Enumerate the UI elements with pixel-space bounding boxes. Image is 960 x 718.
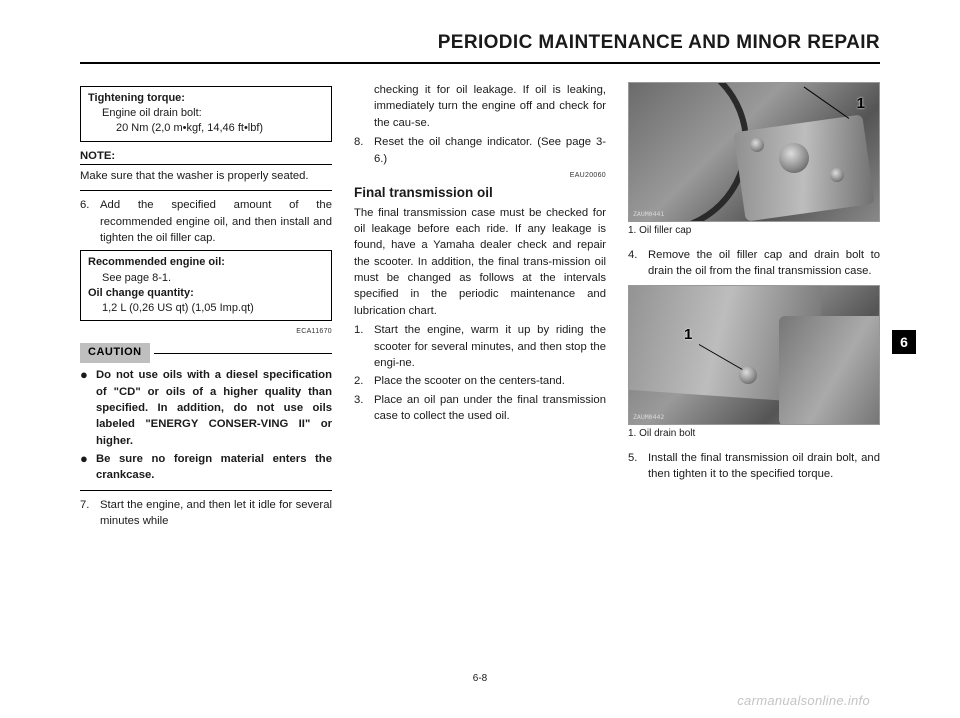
callout-1: 1: [857, 93, 865, 115]
ft-step-5: 5. Install the final transmission oil dr…: [628, 450, 880, 483]
step-6-num: 6.: [80, 197, 94, 246]
ft-step-1-text: Start the engine, warm it up by riding t…: [374, 322, 606, 371]
torque-value: 20 Nm (2,0 m•kgf, 14,46 ft•lbf): [88, 121, 324, 136]
section-tab: 6: [892, 330, 916, 354]
step7-cont: checking it for oil leakage. If oil is l…: [354, 82, 606, 131]
oil-label-1: Recommended engine oil:: [88, 255, 324, 270]
torque-label: Tightening torque:: [88, 91, 324, 106]
section-code: EAU20060: [354, 171, 606, 181]
page-number: 6-8: [0, 673, 960, 684]
bullet-1-text: Do not use oils with a diesel specificat…: [96, 367, 332, 449]
callout-line: [804, 87, 850, 119]
bullet-1: ● Do not use oils with a diesel specific…: [80, 367, 332, 449]
caution-end-rule: [80, 490, 332, 491]
tire-shape: [628, 82, 749, 222]
caution-code: ECA11670: [80, 327, 332, 337]
column-1: Tightening torque: Engine oil drain bolt…: [80, 82, 332, 658]
page: PERIODIC MAINTENANCE AND MINOR REPAIR Ti…: [0, 0, 960, 718]
cover-panel: [779, 316, 880, 425]
ft-step-3-text: Place an oil pan under the final transmi…: [374, 392, 606, 425]
ft-step-4-text: Remove the oil filler cap and drain bolt…: [648, 247, 880, 280]
bullet-2-text: Be sure no foreign material enters the c…: [96, 451, 332, 484]
ft-step-2-text: Place the scooter on the centers-tand.: [374, 373, 565, 389]
ft-step-1: 1. Start the engine, warm it up by ridin…: [354, 322, 606, 371]
figure-2-caption: 1. Oil drain bolt: [628, 427, 880, 442]
ft-step-3: 3. Place an oil pan under the final tran…: [354, 392, 606, 425]
note-end-rule: [80, 190, 332, 191]
step-8-text: Reset the oil change indicator. (See pag…: [374, 134, 606, 167]
step-6-text: Add the specified amount of the recommen…: [100, 197, 332, 246]
ft-step-4-num: 4.: [628, 247, 642, 280]
header-rule: [80, 62, 880, 64]
bullet-dot-icon: ●: [80, 367, 90, 449]
oil-box: Recommended engine oil: See page 8-1. Oi…: [80, 250, 332, 321]
step-7: 7. Start the engine, and then let it idl…: [80, 497, 332, 530]
ft-step-5-text: Install the final transmission oil drain…: [648, 450, 880, 483]
watermark: carmanualsonline.info: [737, 693, 870, 708]
note-row: NOTE:: [80, 148, 332, 165]
step-7-text: Start the engine, and then let it idle f…: [100, 497, 332, 530]
caution-row: CAUTION: [80, 343, 332, 363]
step-7-num: 7.: [80, 497, 94, 530]
figure-1-code: ZAUM0441: [633, 210, 664, 219]
caution-tag: CAUTION: [80, 343, 150, 363]
caution-rule: [154, 353, 332, 354]
torque-sub: Engine oil drain bolt:: [88, 106, 324, 121]
step-6: 6. Add the specified amount of the recom…: [80, 197, 332, 246]
section-heading: Final transmission oil: [354, 183, 606, 203]
note-text: Make sure that the washer is properly se…: [80, 168, 332, 184]
oil-val-2: 1,2 L (0,26 US qt) (1,05 Imp.qt): [88, 301, 324, 316]
bullet-dot-icon: ●: [80, 451, 90, 484]
content: Tightening torque: Engine oil drain bolt…: [80, 82, 880, 658]
bullet-2: ● Be sure no foreign material enters the…: [80, 451, 332, 484]
oil-label-2: Oil change quantity:: [88, 286, 324, 301]
bolt-shape: [750, 138, 764, 152]
figure-1-photo: 1 ZAUM0441: [628, 82, 880, 222]
page-title: PERIODIC MAINTENANCE AND MINOR REPAIR: [438, 32, 880, 54]
note-label: NOTE:: [80, 150, 115, 162]
ft-step-3-num: 3.: [354, 392, 368, 425]
column-2: checking it for oil leakage. If oil is l…: [354, 82, 606, 658]
column-3: 1 ZAUM0441 1. Oil filler cap 4. Remove t…: [628, 82, 880, 658]
ft-step-5-num: 5.: [628, 450, 642, 483]
figure-1-caption: 1. Oil filler cap: [628, 224, 880, 239]
ft-step-2: 2. Place the scooter on the centers-tand…: [354, 373, 606, 389]
torque-box: Tightening torque: Engine oil drain bolt…: [80, 86, 332, 142]
oil-val-1: See page 8-1.: [88, 271, 324, 286]
section-para: The final transmission case must be chec…: [354, 205, 606, 320]
ft-step-1-num: 1.: [354, 322, 368, 371]
callout-1b: 1: [684, 324, 692, 346]
bolt-shape: [830, 168, 844, 182]
step-8-num: 8.: [354, 134, 368, 167]
ft-step-4: 4. Remove the oil filler cap and drain b…: [628, 247, 880, 280]
figure-2-code: ZAUM0442: [633, 413, 664, 422]
figure-2-photo: 1 ZAUM0442: [628, 285, 880, 425]
ft-step-2-num: 2.: [354, 373, 368, 389]
filler-cap-shape: [779, 143, 809, 173]
step-8: 8. Reset the oil change indicator. (See …: [354, 134, 606, 167]
